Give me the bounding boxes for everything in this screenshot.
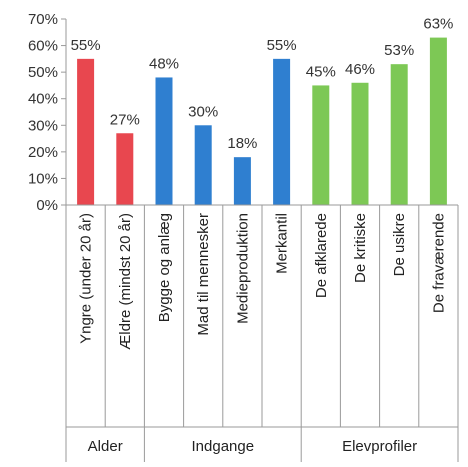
y-tick-label: 70% [28, 11, 58, 28]
data-label: 63% [423, 16, 453, 33]
category-label: De usikre [391, 213, 408, 276]
data-label: 30% [188, 103, 218, 120]
bar [312, 85, 330, 205]
bar [77, 58, 95, 205]
bar [390, 64, 408, 206]
bar [116, 133, 134, 205]
y-tick-label: 30% [28, 117, 58, 134]
y-tick-label: 50% [28, 64, 58, 81]
category-label: De afklarede [313, 213, 330, 298]
category-label: De fraværende [430, 213, 447, 313]
group-label: Indgange [192, 438, 255, 455]
bar [155, 77, 173, 205]
data-label: 27% [110, 111, 140, 128]
data-label: 53% [384, 42, 414, 59]
category-label: Yngre (under 20 år) [78, 213, 95, 344]
category-label: Medieproduktion [234, 213, 251, 324]
data-label: 55% [71, 37, 101, 54]
group-label: Elevprofiler [342, 438, 417, 455]
data-label: 46% [345, 61, 375, 78]
data-label: 18% [227, 135, 257, 152]
y-tick-label: 10% [28, 170, 58, 187]
y-tick-label: 40% [28, 91, 58, 108]
bar [233, 157, 251, 205]
category-label: Merkantil [274, 213, 291, 274]
bar [273, 58, 291, 205]
group-label: Alder [88, 438, 123, 455]
data-label: 45% [306, 63, 336, 80]
data-label: 48% [149, 55, 179, 72]
category-label: De kritiske [352, 213, 369, 283]
bar [429, 37, 447, 205]
bar [194, 125, 212, 205]
category-label: Bygge og anlæg [156, 213, 173, 322]
category-label: Mad til mennesker [195, 213, 212, 336]
category-label: Ældre (mindst 20 år) [117, 213, 134, 350]
y-tick-label: 60% [28, 38, 58, 55]
data-label: 55% [267, 37, 297, 54]
y-tick-label: 20% [28, 144, 58, 161]
bar [351, 82, 369, 205]
y-tick-label: 0% [36, 197, 58, 214]
